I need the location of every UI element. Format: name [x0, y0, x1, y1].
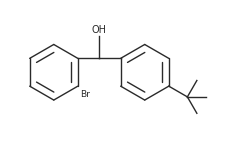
Text: Br: Br — [80, 90, 90, 99]
Text: OH: OH — [92, 25, 107, 35]
